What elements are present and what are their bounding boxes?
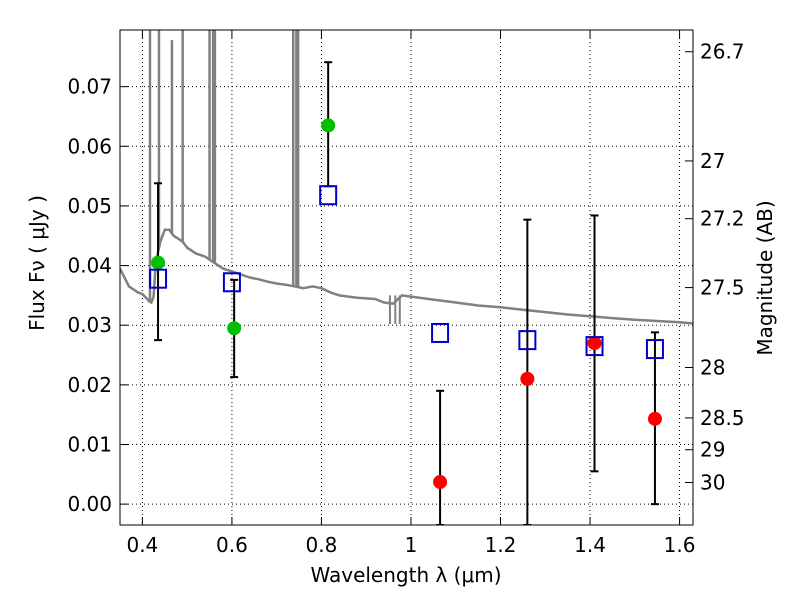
right-tick-label: 26.7 [700,40,745,64]
grid [120,30,693,525]
photometry-point [227,321,242,336]
model-photometry-square [319,185,338,206]
y-tick-label: 0.07 [67,75,112,99]
y-tick-label: 0.01 [67,432,112,456]
model-sed-line [120,228,693,325]
right-axis-label: Magnitude (AB) [753,200,777,355]
right-tick-label: 28 [700,356,725,380]
photometry-point [433,475,448,490]
photometry-point [151,255,166,270]
y-tick-label: 0.03 [67,313,112,337]
plot-frame [119,29,694,526]
x-tick-label: 0.6 [216,533,248,557]
photometry-point [520,371,535,386]
model-photometry-square [149,268,168,289]
model-photometry-square [518,330,537,351]
x-tick-label: 1 [405,533,418,557]
y-tick-label: 0.05 [67,194,112,218]
model-photometry-square [431,322,450,343]
ticks: 0.4 0.6 0.8 1 1.2 1.4 1.6 0.00 0.01 0.02 0.03 0.04 0… [67,30,745,557]
right-tick-label: 27.2 [700,207,745,231]
y-tick-label: 0.04 [67,254,112,278]
x-tick-label: 1.4 [574,533,606,557]
x-axis-label: Wavelength λ (μm) [310,563,501,587]
right-tick-label: 30 [700,470,725,494]
photometry-point [321,118,336,133]
y-tick-label: 0.02 [67,373,112,397]
y-tick-label: 0.06 [67,134,112,158]
right-tick-label: 28.5 [700,406,745,430]
y-tick-label: 0.00 [67,492,112,516]
model-photometry-square [222,272,241,293]
model-photometry-square [585,336,604,357]
photometry-point [587,336,602,351]
x-tick-label: 0.4 [126,533,158,557]
right-tick-label: 27.5 [700,276,745,300]
photometry-point [647,411,662,426]
x-tick-label: 0.8 [306,533,338,557]
x-tick-label: 1.2 [485,533,517,557]
x-tick-label: 1.6 [664,533,696,557]
right-tick-label: 29 [700,438,725,462]
right-tick-label: 27 [700,149,725,173]
y-axis-label: Flux Fν ( μJy ) [25,195,49,331]
model-photometry-square [645,339,664,360]
data-layer [120,30,693,525]
